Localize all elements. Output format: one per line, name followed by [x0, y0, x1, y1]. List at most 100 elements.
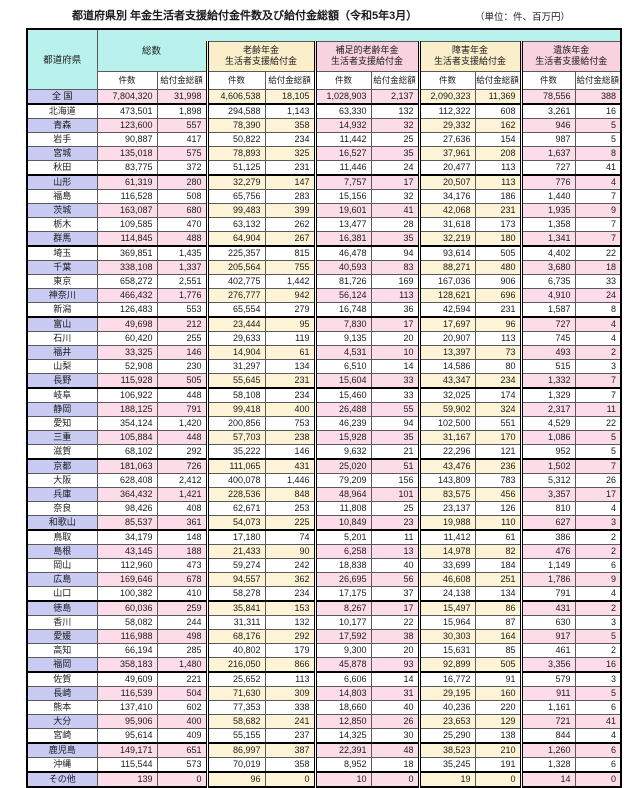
count-cell: 61,319	[96, 174, 158, 190]
count-cell: 58,682	[205, 713, 266, 729]
count-cell: 21,433	[205, 543, 266, 559]
prefecture-cell: 石川	[26, 330, 98, 346]
count-cell: 55,645	[205, 372, 266, 389]
count-cell: 20,507	[417, 174, 476, 190]
amount-cell: 3	[574, 671, 622, 687]
amount-cell: 448	[156, 387, 208, 403]
count-cell: 294,588	[205, 103, 266, 119]
count-cell: 3,357	[519, 486, 576, 502]
table-row: 大分 95,906 400 58,682 241 12,850 26 23,653 129 721…	[26, 713, 622, 729]
prefecture-cell: 大分	[26, 713, 98, 729]
amount-cell: 93	[370, 656, 420, 673]
count-cell: 721	[519, 713, 576, 729]
table-row: 奈良 98,426 408 62,671 253 11,808 25 23,137 126 810…	[26, 500, 622, 516]
table-row: 福島 116,528 508 65,756 283 15,156 32 34,176 186 1,…	[26, 188, 622, 204]
amount-cell: 8	[574, 301, 622, 318]
count-cell: 99,418	[205, 401, 266, 417]
prefecture-cell: 東京	[26, 273, 98, 289]
amount-cell: 134	[264, 358, 316, 374]
group-label-line1: 遺族年金	[553, 45, 590, 55]
count-cell: 15,928	[313, 429, 372, 445]
count-cell: 32,025	[417, 387, 476, 403]
count-cell: 7,804,320	[96, 88, 158, 105]
prefecture-cell: 茨城	[26, 202, 98, 218]
amount-cell: 113	[474, 174, 522, 190]
count-cell: 143,809	[417, 472, 476, 488]
amount-cell: 7	[574, 372, 622, 389]
count-cell: 42,068	[417, 202, 476, 218]
prefecture-cell: 山形	[26, 174, 98, 190]
count-cell: 4,402	[519, 245, 576, 261]
count-cell: 65,554	[205, 301, 266, 318]
amount-cell: 1,143	[264, 103, 316, 119]
table-row: 埼玉 369,851 1,435 225,357 815 46,478 94 93,614 50…	[26, 245, 622, 261]
amount-cell: 551	[474, 415, 522, 431]
count-cell: 364,432	[96, 486, 158, 502]
prefecture-cell: 富山	[26, 316, 98, 332]
count-cell: 95,906	[96, 713, 158, 729]
count-cell: 354,124	[96, 415, 158, 431]
count-cell: 2,317	[519, 401, 576, 417]
amount-cell: 4	[574, 500, 622, 516]
count-cell: 20,477	[417, 159, 476, 176]
count-cell: 149,171	[96, 742, 158, 758]
amount-cell: 2	[574, 642, 622, 658]
amount-cell: 573	[156, 756, 208, 773]
prefecture-cell: 兵庫	[26, 486, 98, 502]
amount-cell: 753	[264, 415, 316, 431]
benefits-table: 都道府県 総数 老齢年金 生活者支援給付金 補足的老齢年金 生活者支援給付金 障…	[26, 28, 623, 788]
count-cell: 10,177	[313, 614, 372, 630]
subheader-amount: 給付金総額	[474, 70, 522, 90]
amount-cell: 470	[156, 216, 208, 232]
prefecture-cell: 岐阜	[26, 387, 98, 403]
amount-cell: 362	[264, 571, 316, 587]
amount-cell: 220	[474, 699, 522, 715]
table-row: 愛媛 116,988 498 68,176 292 17,592 38 30,303 164 91…	[26, 628, 622, 644]
amount-cell: 608	[474, 103, 522, 119]
table-row: 鹿児島 149,171 651 86,997 387 22,391 48 38,523 210 1…	[26, 742, 622, 758]
amount-cell: 61	[264, 344, 316, 360]
count-cell: 400,078	[205, 472, 266, 488]
count-cell: 216,050	[205, 656, 266, 673]
amount-cell: 292	[264, 628, 316, 644]
amount-cell: 244	[156, 614, 208, 630]
amount-cell: 279	[264, 301, 316, 318]
count-cell: 14	[519, 771, 576, 787]
count-cell: 10	[313, 771, 372, 787]
count-cell: 1,328	[519, 756, 576, 773]
count-cell: 65,756	[205, 188, 266, 204]
count-cell: 11,446	[313, 159, 372, 176]
amount-cell: 56	[370, 571, 420, 587]
count-cell: 112,322	[417, 103, 476, 119]
count-cell: 96	[205, 771, 266, 787]
amount-cell: 7	[574, 216, 622, 232]
amount-cell: 73	[474, 344, 522, 360]
table-body: 全 国 7,804,320 31,998 4,606,538 18,105 1,028,9…	[26, 88, 622, 787]
count-cell: 81,726	[313, 273, 372, 289]
amount-cell: 94	[370, 245, 420, 261]
amount-cell: 3	[574, 614, 622, 630]
amount-cell: 33	[370, 372, 420, 389]
subheader-amount: 給付金総額	[264, 70, 316, 90]
amount-cell: 86	[474, 600, 522, 616]
amount-cell: 7	[574, 387, 622, 403]
amount-cell: 173	[474, 216, 522, 232]
amount-cell: 942	[264, 287, 316, 303]
count-cell: 38,523	[417, 742, 476, 758]
amount-cell: 221	[156, 671, 208, 687]
amount-cell: 338	[264, 699, 316, 715]
count-cell: 6,510	[313, 358, 372, 374]
count-cell: 137,410	[96, 699, 158, 715]
amount-cell: 25	[370, 131, 420, 147]
amount-cell: 48	[370, 742, 420, 758]
amount-cell: 557	[156, 117, 208, 133]
amount-cell: 6	[574, 742, 622, 758]
table-row: 山形 61,319 280 32,279 147 7,757 17 20,507 113 776 4	[26, 174, 622, 190]
count-cell: 1,587	[519, 301, 576, 318]
count-cell: 169,646	[96, 571, 158, 587]
col-group-disability: 障害年金 生活者支援給付金	[417, 40, 522, 72]
amount-cell: 3	[574, 514, 622, 531]
amount-cell: 387	[264, 742, 316, 758]
amount-cell: 188	[156, 543, 208, 559]
table-row: 京都 181,063 726 111,065 431 25,020 51 43,476 236 1…	[26, 458, 622, 474]
